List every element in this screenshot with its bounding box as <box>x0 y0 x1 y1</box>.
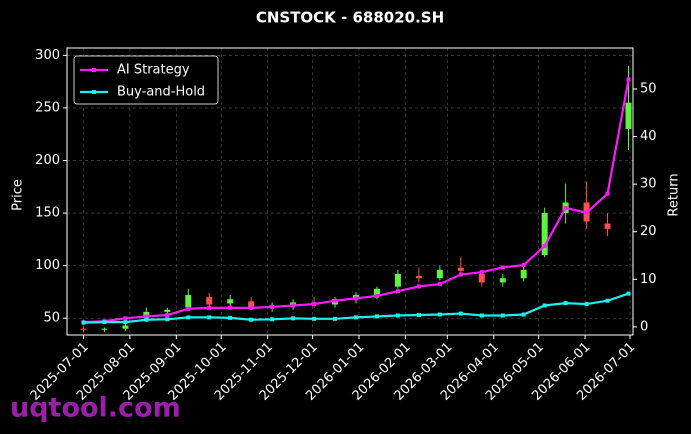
plot-frame <box>66 47 634 336</box>
line-marker <box>207 305 212 310</box>
line-marker <box>270 317 275 322</box>
candle-body <box>164 309 171 312</box>
candle-body <box>122 325 129 329</box>
candle-body <box>541 213 548 256</box>
line-marker <box>416 313 421 318</box>
legend-marker <box>92 90 96 94</box>
line-marker <box>500 265 505 270</box>
y-tick-label: 100 <box>35 258 60 273</box>
line-marker <box>333 316 338 321</box>
line-marker <box>144 317 149 322</box>
candle-body <box>478 274 485 283</box>
line-marker <box>521 312 526 317</box>
y2-tick-label: 10 <box>640 272 657 287</box>
line-marker <box>353 315 358 320</box>
legend: AI Strategy Buy-and-Hold <box>73 55 219 105</box>
line-marker <box>165 313 170 318</box>
line-marker <box>563 205 568 210</box>
line-marker <box>228 305 233 310</box>
line-marker <box>186 306 191 311</box>
line-marker <box>458 311 463 316</box>
chart-title: CNSTOCK - 688020.SH <box>256 9 444 27</box>
line-marker <box>374 293 379 298</box>
candle-body <box>520 269 527 279</box>
line-marker <box>186 315 191 320</box>
y-tick-label: 250 <box>35 100 60 115</box>
line-marker <box>102 320 107 325</box>
line-marker <box>563 301 568 306</box>
line-marker <box>312 316 317 321</box>
line-marker <box>437 282 442 287</box>
line-marker <box>416 284 421 289</box>
legend-marker <box>92 68 96 72</box>
legend-box <box>73 55 219 105</box>
candle-body <box>185 295 192 308</box>
line-marker <box>479 270 484 275</box>
y-tick-label: 300 <box>35 48 60 63</box>
line-marker <box>584 302 589 307</box>
candle-body <box>248 301 255 308</box>
line-marker <box>521 263 526 268</box>
line-marker <box>144 314 149 319</box>
candle-body <box>436 269 443 279</box>
watermark: uqtool.com <box>10 393 181 424</box>
candle-body <box>415 276 422 279</box>
y2-tick-label: 40 <box>640 129 657 144</box>
candle-body <box>227 299 234 304</box>
y-tick-label: 200 <box>35 153 60 168</box>
y2-tick-label: 50 <box>640 81 657 96</box>
legend-label: Buy-and-Hold <box>117 85 205 100</box>
candle-body <box>394 274 401 287</box>
line-marker <box>605 191 610 196</box>
line-marker <box>291 303 296 308</box>
line-marker <box>207 315 212 320</box>
line-series <box>83 79 630 324</box>
line-marker <box>353 296 358 301</box>
line-marker <box>500 313 505 318</box>
line-marker <box>437 312 442 317</box>
y-tick-label: 150 <box>35 206 60 221</box>
line-marker <box>291 316 296 321</box>
line-marker <box>270 304 275 309</box>
y-axis-label: Price <box>11 179 26 211</box>
line-marker <box>249 305 254 310</box>
line-marker <box>479 313 484 318</box>
candle-body <box>604 223 611 229</box>
line-marker <box>81 320 86 325</box>
line-marker <box>584 210 589 215</box>
line-marker <box>395 289 400 294</box>
candle-body <box>457 267 464 271</box>
candle-body <box>373 288 380 296</box>
line-marker <box>395 313 400 318</box>
y2-tick-label: 0 <box>640 319 648 334</box>
line-marker <box>123 316 128 321</box>
legend-label: AI Strategy <box>117 63 190 78</box>
line-marker <box>228 315 233 320</box>
line-marker <box>123 320 128 325</box>
candle-body <box>206 297 213 305</box>
line-marker <box>165 317 170 322</box>
y2-tick-label: 20 <box>640 224 657 239</box>
line-marker <box>312 302 317 307</box>
y2-axis-label: Return <box>667 173 682 216</box>
line-marker <box>249 317 254 322</box>
line-marker <box>605 298 610 303</box>
candle-body <box>625 102 632 129</box>
candle-body <box>101 328 108 330</box>
y2-tick-label: 30 <box>640 177 657 192</box>
line-marker <box>374 314 379 319</box>
line-marker <box>626 291 631 296</box>
candle-body <box>80 328 87 330</box>
line-marker <box>542 303 547 308</box>
line-marker <box>542 243 547 248</box>
y-tick-label: 50 <box>43 311 60 326</box>
candle-body <box>499 278 506 283</box>
line-marker <box>626 77 631 82</box>
line-marker <box>458 272 463 277</box>
line-marker <box>333 298 338 303</box>
